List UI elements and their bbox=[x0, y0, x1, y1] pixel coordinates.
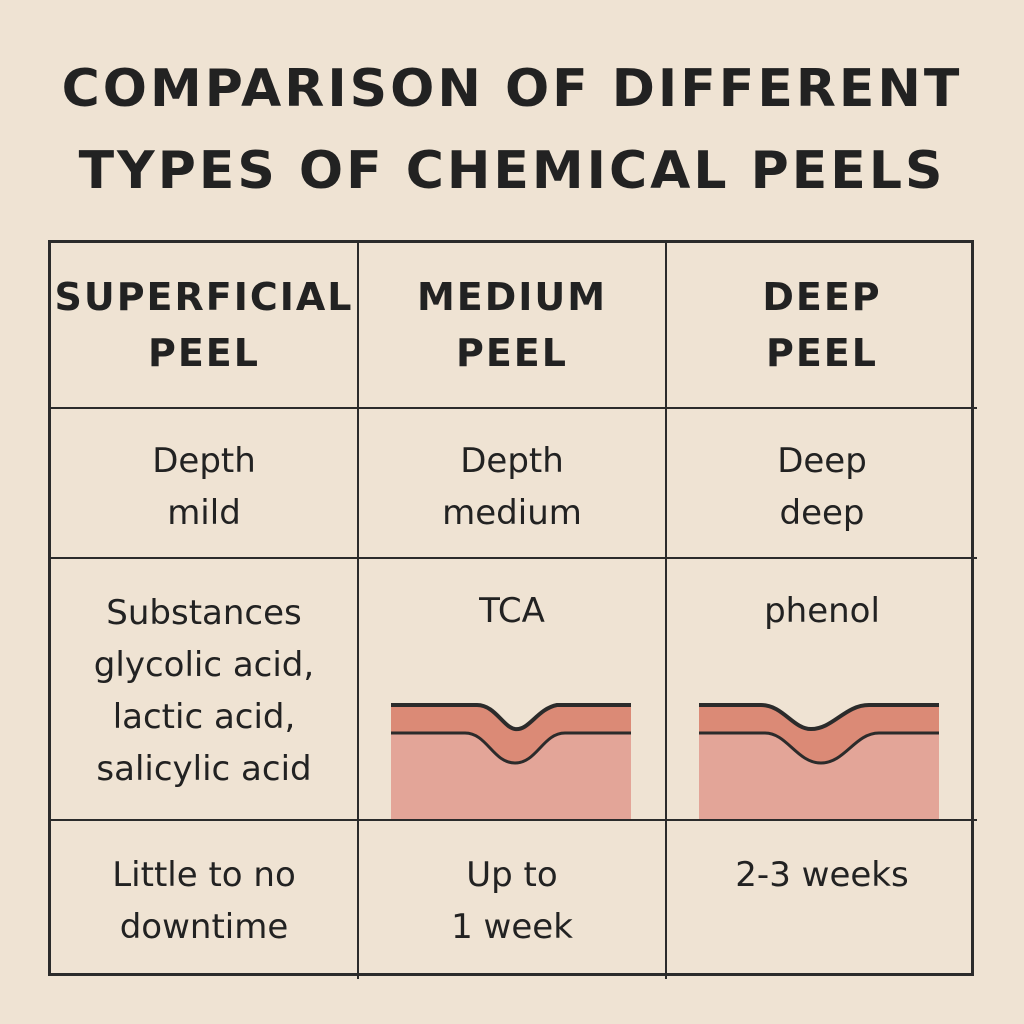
depth-value: mild bbox=[167, 493, 241, 533]
substance-item: glycolic acid, bbox=[93, 645, 315, 685]
depth-cell-superficial: Depth mild bbox=[51, 409, 359, 559]
downtime-cell-medium: Up to 1 week bbox=[359, 821, 667, 979]
downtime-line: 1 week bbox=[451, 907, 573, 947]
skin-layer-illustration-medium bbox=[391, 703, 631, 819]
substance-item: salicylic acid bbox=[96, 749, 312, 789]
skin-surface-line bbox=[699, 703, 939, 732]
substances-label: Substances bbox=[106, 593, 302, 633]
substances-cell-superficial: Substances glycolic acid, lactic acid, s… bbox=[51, 559, 359, 821]
chart-title: COMPARISON OF DIFFERENT TYPES OF CHEMICA… bbox=[0, 48, 1024, 212]
substances-cell-deep: phenol bbox=[667, 559, 977, 821]
substance-item: TCA bbox=[479, 591, 545, 631]
downtime-cell-deep: 2-3 weeks bbox=[667, 821, 977, 979]
header-line: PEEL bbox=[148, 331, 260, 375]
depth-value: deep bbox=[779, 493, 865, 533]
title-line-2: TYPES OF CHEMICAL PEELS bbox=[78, 141, 946, 201]
skin-top-layer bbox=[699, 705, 939, 763]
title-line-1: COMPARISON OF DIFFERENT bbox=[61, 59, 963, 119]
comparison-table: SUPERFICIAL PEEL MEDIUM PEEL DEEP PEEL D… bbox=[48, 240, 977, 979]
downtime-line: Up to bbox=[466, 855, 558, 895]
depth-value: medium bbox=[442, 493, 582, 533]
header-line: DEEP bbox=[762, 275, 882, 319]
skin-top-layer bbox=[391, 705, 631, 763]
skin-layer-illustration-deep bbox=[699, 703, 939, 819]
depth-label: Depth bbox=[152, 441, 256, 481]
header-line: MEDIUM bbox=[416, 275, 608, 319]
depth-label: Deep bbox=[777, 441, 867, 481]
downtime-cell-superficial: Little to no downtime bbox=[51, 821, 359, 979]
substances-cell-medium: TCA bbox=[359, 559, 667, 821]
downtime-line: downtime bbox=[119, 907, 289, 947]
substance-item: lactic acid, bbox=[112, 697, 296, 737]
downtime-line: Little to no bbox=[112, 855, 296, 895]
depth-label: Depth bbox=[460, 441, 564, 481]
header-superficial-peel: SUPERFICIAL PEEL bbox=[51, 243, 359, 409]
depth-cell-deep: Deep deep bbox=[667, 409, 977, 559]
peel-depth-line bbox=[391, 731, 631, 765]
downtime-line: 2-3 weeks bbox=[735, 855, 909, 895]
peel-depth-line bbox=[699, 731, 939, 765]
substance-item: phenol bbox=[764, 591, 880, 631]
header-deep-peel: DEEP PEEL bbox=[667, 243, 977, 409]
skin-surface-line bbox=[391, 703, 631, 732]
header-line: PEEL bbox=[456, 331, 568, 375]
header-line: SUPERFICIAL bbox=[54, 275, 354, 319]
header-line: PEEL bbox=[766, 331, 878, 375]
depth-cell-medium: Depth medium bbox=[359, 409, 667, 559]
header-medium-peel: MEDIUM PEEL bbox=[359, 243, 667, 409]
